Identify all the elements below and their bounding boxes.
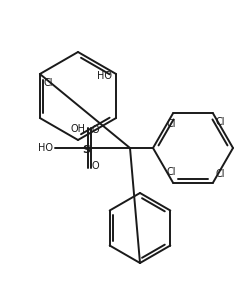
Text: S: S <box>82 145 90 155</box>
Text: O: O <box>92 125 99 135</box>
Text: O: O <box>92 161 99 171</box>
Text: Cl: Cl <box>44 78 53 88</box>
Text: HO: HO <box>38 143 53 153</box>
Text: Cl: Cl <box>215 117 224 127</box>
Text: OH: OH <box>70 124 85 134</box>
Text: HO: HO <box>97 71 112 81</box>
Text: Cl: Cl <box>166 167 175 177</box>
Text: Cl: Cl <box>215 169 224 179</box>
Text: Cl: Cl <box>166 119 175 129</box>
